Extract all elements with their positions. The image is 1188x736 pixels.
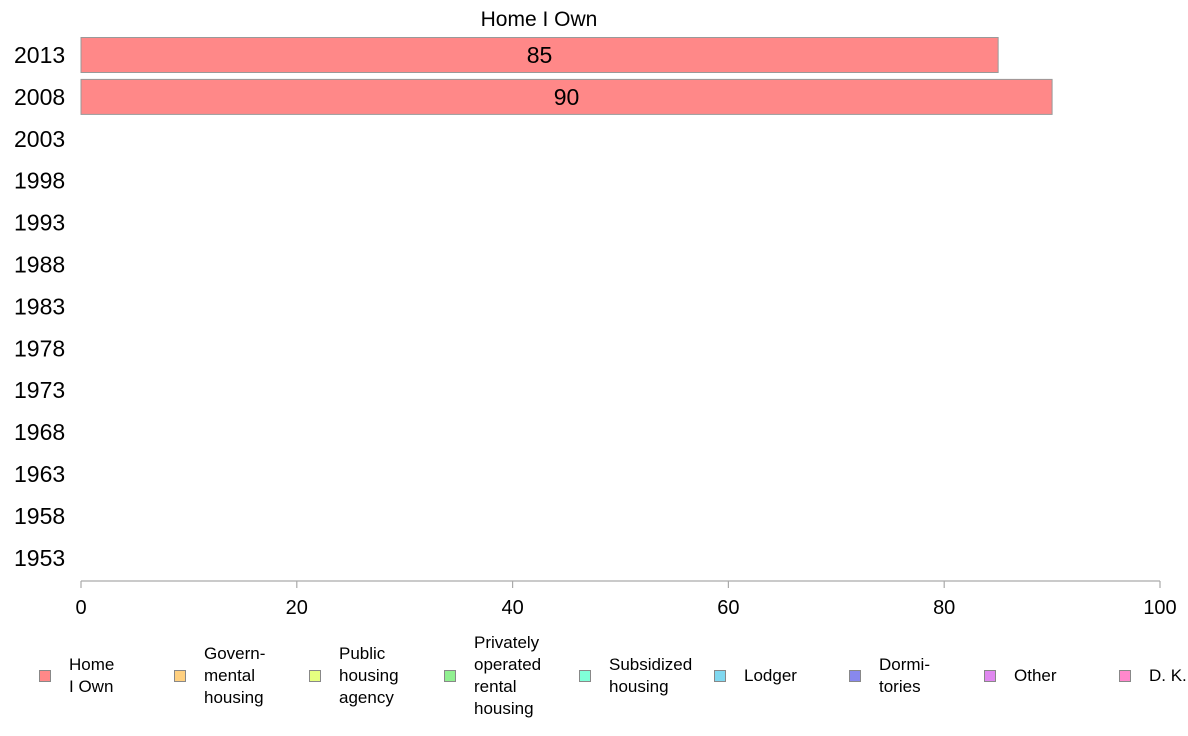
legend-item: Dormi- tories — [849, 628, 930, 724]
legend-item: Subsidized housing — [579, 628, 692, 724]
legend-label: Subsidized housing — [609, 655, 693, 696]
y-tick-label: 1988 — [14, 252, 65, 278]
x-tick-label: 20 — [286, 597, 308, 619]
y-tick-label: 1978 — [14, 335, 65, 361]
legend: Home I Own Govern- mental housing Public h… — [0, 628, 1188, 728]
y-tick-label: 1973 — [14, 377, 65, 403]
y-tick-label: 2003 — [14, 126, 65, 152]
legend-swatch — [39, 670, 51, 682]
data-label: 85 — [527, 42, 553, 68]
data-label: 90 — [554, 84, 580, 110]
legend-item: Lodger — [714, 628, 797, 724]
y-tick-label: 2013 — [14, 42, 65, 68]
legend-swatch — [579, 670, 591, 682]
legend-label: Home I Own — [69, 655, 115, 696]
legend-item: Home I Own — [39, 628, 114, 724]
y-tick-label: 1958 — [14, 503, 65, 529]
legend-label: Dormi- tories — [879, 655, 930, 696]
legend-label: Public housing agency — [339, 644, 399, 707]
legend-label: Other — [1014, 666, 1057, 685]
x-tick-label: 60 — [717, 597, 739, 619]
x-tick-label: 40 — [501, 597, 523, 619]
legend-label: Lodger — [744, 666, 797, 685]
legend-item: Public housing agency — [309, 628, 399, 724]
y-tick-label: 1963 — [14, 461, 65, 487]
bar — [80, 78, 1053, 115]
y-tick-label: 1998 — [14, 168, 65, 194]
y-tick-label: 1968 — [14, 419, 65, 445]
x-tick-label: 0 — [75, 597, 86, 619]
bar-chart: Home I Own 2013 85 2008 90 2003 1998 1993 1988 19… — [14, 8, 1177, 619]
legend-item: Govern- mental housing — [174, 628, 265, 724]
x-tick-label: 80 — [933, 597, 955, 619]
chart-title: Home I Own — [481, 8, 598, 31]
legend-label: Govern- mental housing — [204, 644, 266, 707]
legend-label: D. K. — [1149, 666, 1187, 685]
legend-item: D. K. — [1119, 628, 1187, 724]
x-tick-label: 100 — [1143, 597, 1176, 619]
legend-swatch — [849, 670, 861, 682]
y-tick-label: 1983 — [14, 293, 65, 319]
legend-item: Other — [984, 628, 1057, 724]
bar — [80, 37, 999, 73]
legend-swatch — [309, 670, 321, 682]
legend-item: Privately operated rental housing — [444, 628, 541, 724]
legend-swatch — [444, 670, 456, 682]
legend-swatch — [1119, 670, 1131, 682]
y-tick-label: 1993 — [14, 210, 65, 236]
legend-label: Privately operated rental housing — [474, 633, 542, 718]
y-tick-label: 2008 — [14, 84, 65, 110]
legend-swatch — [174, 670, 186, 682]
y-tick-label: 1953 — [14, 545, 65, 571]
legend-swatch — [714, 670, 726, 682]
legend-swatch — [984, 670, 996, 682]
